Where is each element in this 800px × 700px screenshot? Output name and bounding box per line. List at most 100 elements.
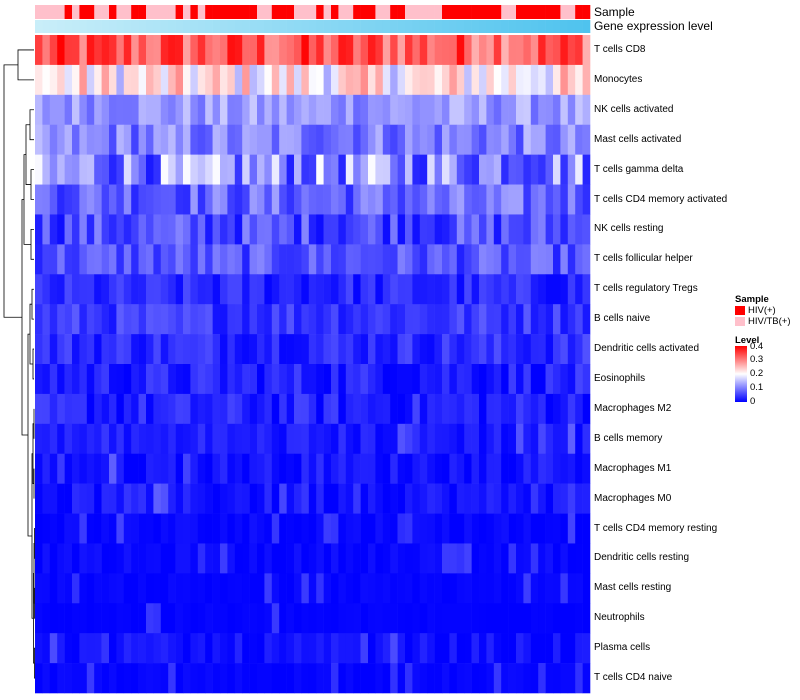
heat-cell [197, 513, 206, 544]
heat-cell [249, 453, 258, 484]
heat-cell [234, 513, 243, 544]
heat-cell [249, 94, 258, 126]
heat-cell [493, 124, 502, 155]
heat-cell [227, 184, 236, 215]
heat-cell [257, 364, 265, 395]
heat-cell [464, 513, 472, 544]
heat-cell [257, 64, 265, 96]
heat-cell [242, 35, 250, 66]
heat-cell [72, 543, 80, 574]
heat-cell [271, 214, 280, 245]
heat-cell [493, 304, 502, 335]
row-label: Dendritic cells activated [594, 343, 700, 355]
heat-cell [567, 154, 576, 185]
heat-cell [471, 453, 480, 484]
heat-cell [456, 244, 465, 275]
expression-cell [242, 20, 250, 33]
annotation-label-expression: Gene expression level [594, 19, 713, 33]
heat-cell [545, 513, 554, 544]
sample-cell [479, 5, 487, 19]
heat-cell [382, 543, 391, 574]
heat-cell [464, 244, 472, 275]
heat-cell [286, 513, 295, 544]
heat-cell [197, 214, 206, 245]
heat-cell [183, 244, 191, 275]
heat-cell [412, 573, 421, 604]
heat-cell [427, 64, 435, 96]
heat-cell [331, 214, 339, 245]
heat-cell [434, 64, 443, 96]
heat-cell [220, 453, 228, 484]
heat-cell [271, 334, 280, 365]
heat-cell [57, 94, 65, 126]
heat-cell [234, 154, 243, 185]
heat-cell [64, 184, 73, 215]
heat-cell [323, 244, 332, 275]
heat-cell [419, 94, 428, 126]
heat-cell [464, 364, 472, 395]
heat-cell [197, 453, 206, 484]
expression-cell [131, 20, 139, 33]
heat-cell [153, 64, 162, 96]
heat-cell [456, 304, 465, 335]
heat-cell [153, 184, 162, 215]
sample-cell [64, 5, 73, 19]
heat-cell [242, 214, 250, 245]
level-legend-title: Level [735, 335, 760, 346]
heat-cell [471, 483, 480, 514]
heat-cell [190, 543, 199, 574]
expression-cell [271, 20, 280, 33]
heat-cell [375, 543, 384, 574]
heat-cell [190, 94, 199, 126]
heat-cell [294, 423, 302, 455]
heat-cell [72, 603, 80, 634]
heat-cell [94, 483, 102, 514]
heat-cell [486, 453, 495, 484]
heat-cell [516, 423, 524, 455]
heat-cell [508, 124, 517, 155]
heat-cell [190, 603, 199, 634]
row-label: B cells naive [594, 313, 651, 325]
heat-cell [516, 603, 524, 634]
sample-cell [234, 5, 243, 19]
heat-cell [175, 603, 184, 634]
heat-cell [220, 393, 228, 425]
heat-cell [316, 663, 324, 694]
heat-cell [516, 633, 524, 664]
heat-cell [501, 94, 509, 126]
heat-cell [279, 423, 287, 455]
heat-cell [390, 184, 398, 215]
heat-cell [338, 513, 347, 544]
heat-cell [382, 453, 391, 484]
heat-cell [323, 35, 332, 66]
heat-cell [257, 154, 265, 185]
heat-cell [338, 393, 347, 425]
heat-cell [168, 393, 176, 425]
heat-cell [567, 483, 576, 514]
heat-cell [567, 334, 576, 365]
heat-cell [308, 304, 317, 335]
heat-cell [323, 214, 332, 245]
heat-cell [101, 543, 110, 574]
heat-cell [35, 214, 43, 245]
heat-cell [479, 35, 487, 66]
heat-cell [116, 214, 125, 245]
heat-cell [397, 573, 406, 604]
heat-cell [153, 633, 162, 664]
heat-cell [323, 663, 332, 694]
heat-cell [493, 633, 502, 664]
sample-cell [94, 5, 102, 19]
heat-cell [530, 214, 539, 245]
heat-cell [242, 573, 250, 604]
heat-cell [153, 364, 162, 395]
heat-cell [197, 154, 206, 185]
heat-cell [397, 94, 406, 126]
heat-cell [508, 483, 517, 514]
heat-cell [353, 304, 361, 335]
heat-cell [42, 603, 51, 634]
heat-cell [390, 274, 398, 305]
heat-cell [456, 154, 465, 185]
heat-cell [353, 543, 361, 574]
heat-cell [412, 64, 421, 96]
expression-cell [538, 20, 546, 33]
